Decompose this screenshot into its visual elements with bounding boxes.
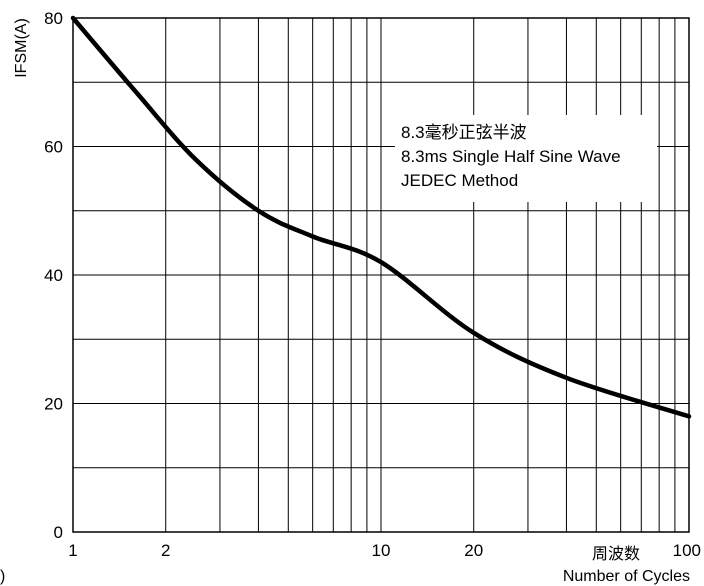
x-tick-label: 2 [161,541,170,560]
x-axis-label-cn: 周波数 [592,545,640,563]
annotation-line-3: JEDEC Method [401,171,518,190]
x-tick-label: 1 [68,541,77,560]
x-tick-label: 10 [372,541,391,560]
annotation-background [395,115,657,202]
corner-mark: ) [0,568,5,585]
y-tick-label: 80 [44,9,63,28]
x-axis-label: Number of Cycles [563,568,690,585]
y-tick-label: 60 [44,138,63,157]
plot-frame [72,17,690,533]
grid [73,18,689,532]
y-tick-labels: 0 20 40 60 80 [44,9,63,542]
annotation-line-2: 8.3ms Single Half Sine Wave [401,147,621,166]
series-line [70,15,692,419]
annotation-line-1: 8.3毫秒正弦半波 [401,123,527,142]
y-tick-label: 0 [54,523,63,542]
y-axis-label: IFSM(A) [13,18,30,78]
y-tick-label: 40 [44,266,63,285]
x-tick-label: 20 [464,541,483,560]
y-tick-label: 20 [44,395,63,414]
x-tick-labels: 1 2 10 20 100 [68,541,701,560]
x-tick-label: 100 [673,541,701,560]
